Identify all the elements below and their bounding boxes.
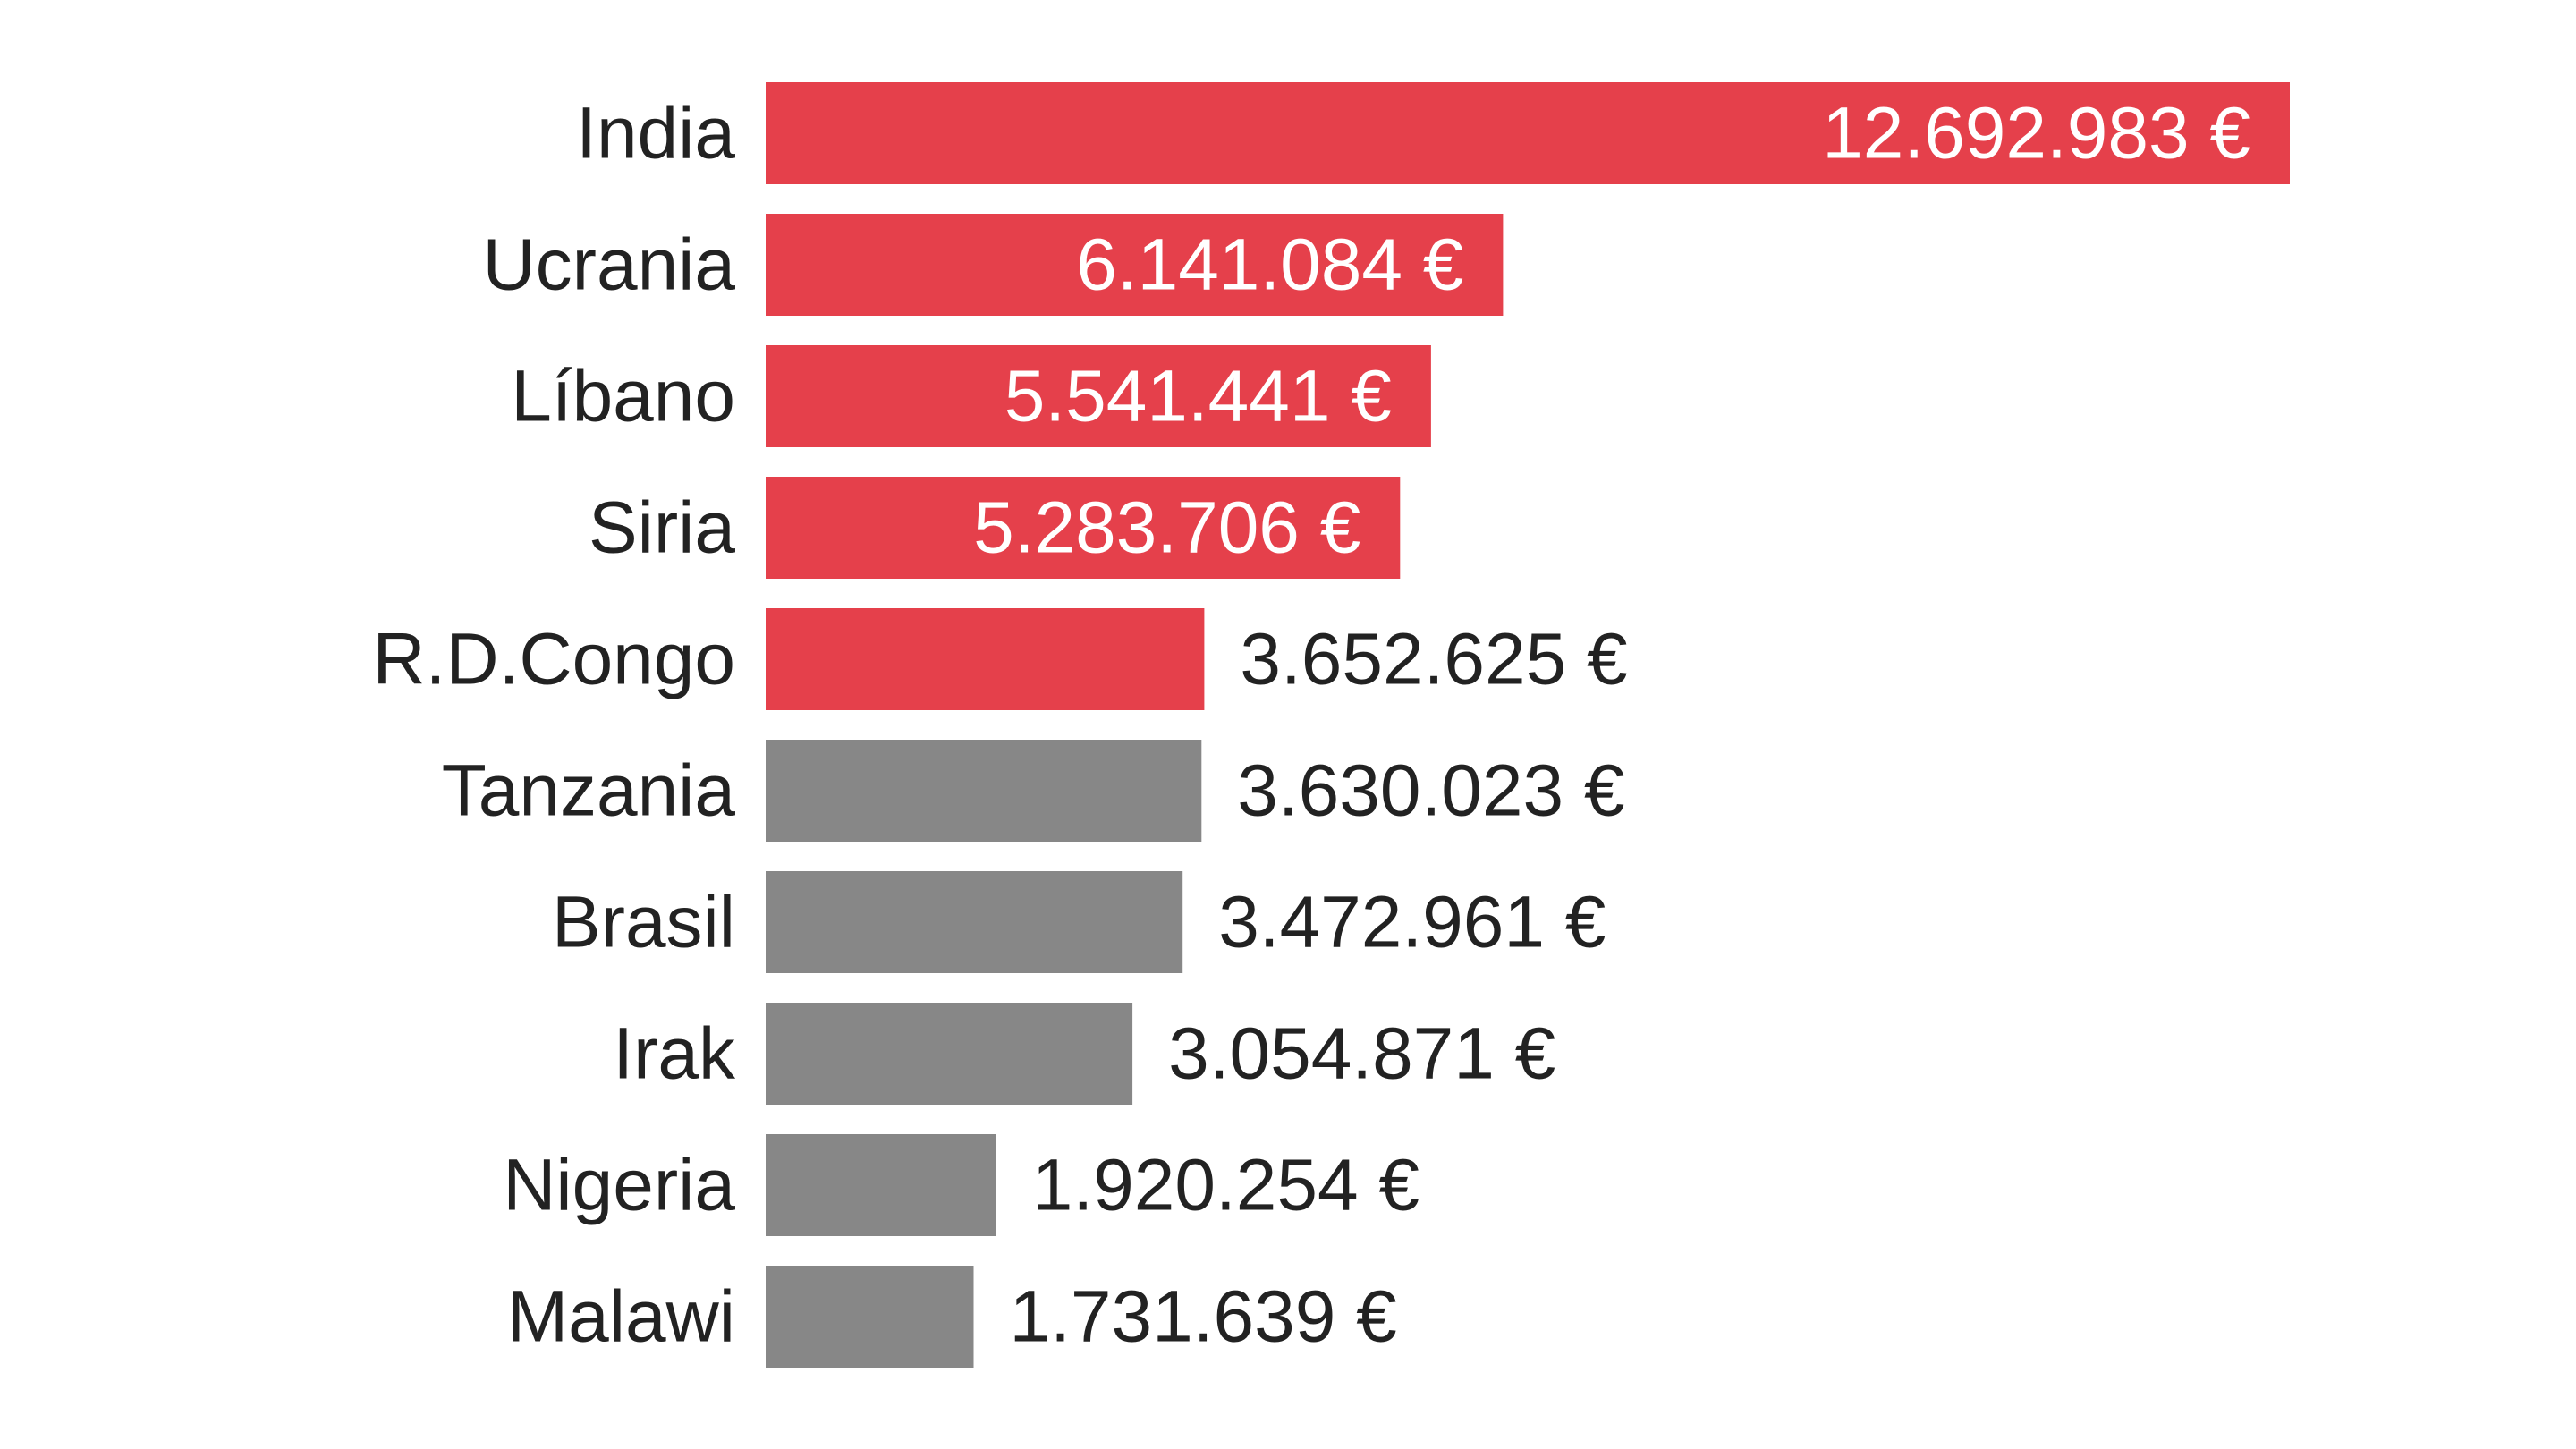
value-label-malawi: 1.731.639 € bbox=[1010, 1276, 1397, 1358]
category-label-libano: Líbano bbox=[511, 356, 735, 437]
labels-group: India 12.692.983 € Ucrania 6.141.084 € Líban… bbox=[372, 93, 2250, 1358]
value-label-brasil: 3.472.961 € bbox=[1218, 882, 1606, 963]
value-label-r-d-congo: 3.652.625 € bbox=[1240, 619, 1627, 700]
value-label-irak: 3.054.871 € bbox=[1168, 1013, 1555, 1095]
bar-r-d-congo bbox=[766, 608, 1205, 710]
category-label-r-d-congo: R.D.Congo bbox=[372, 619, 735, 700]
value-label-india: 12.692.983 € bbox=[1822, 93, 2250, 174]
bar-libano bbox=[766, 345, 1431, 447]
bar-malawi bbox=[766, 1266, 974, 1368]
value-label-siria: 5.283.706 € bbox=[973, 487, 1360, 569]
category-label-ucrania: Ucrania bbox=[482, 225, 735, 306]
bar-nigeria bbox=[766, 1134, 996, 1236]
category-label-nigeria: Nigeria bbox=[503, 1145, 735, 1226]
category-label-brasil: Brasil bbox=[552, 882, 735, 963]
bars-group bbox=[766, 82, 2290, 1368]
category-label-tanzania: Tanzania bbox=[442, 750, 736, 832]
category-label-india: India bbox=[576, 93, 735, 174]
category-label-malawi: Malawi bbox=[507, 1276, 735, 1358]
value-label-tanzania: 3.630.023 € bbox=[1237, 750, 1624, 832]
bar-ucrania bbox=[766, 214, 1504, 316]
category-label-siria: Siria bbox=[589, 487, 735, 569]
bar-tanzania bbox=[766, 740, 1202, 842]
category-label-irak: Irak bbox=[613, 1013, 736, 1095]
value-label-ucrania: 6.141.084 € bbox=[1076, 225, 1463, 306]
bar-india bbox=[766, 82, 2290, 184]
value-label-libano: 5.541.441 € bbox=[1004, 356, 1392, 437]
value-label-nigeria: 1.920.254 € bbox=[1032, 1145, 1419, 1226]
bar-siria bbox=[766, 477, 1401, 579]
bar-brasil bbox=[766, 871, 1183, 973]
bar-irak bbox=[766, 1003, 1133, 1105]
